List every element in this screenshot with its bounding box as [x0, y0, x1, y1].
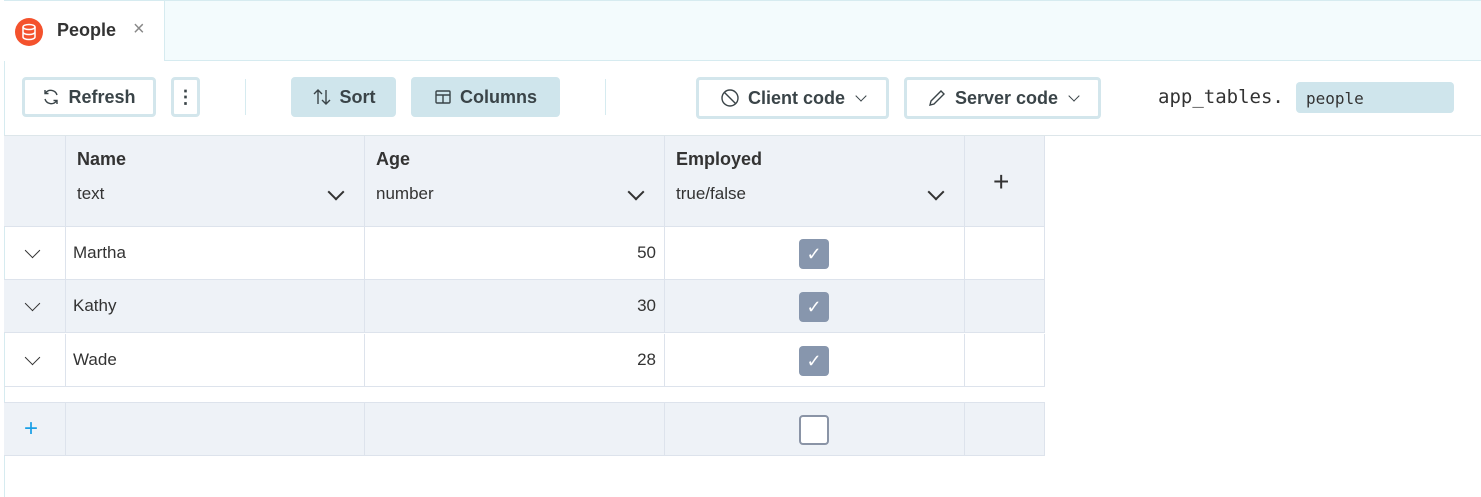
new-name-cell[interactable] — [66, 403, 365, 456]
plus-icon: + — [24, 415, 39, 442]
column-header-age[interactable]: Age number — [365, 136, 665, 227]
table-row: Kathy 30 ✓ — [4, 280, 1045, 334]
checkbox[interactable] — [799, 415, 829, 445]
column-name: Name — [77, 149, 127, 169]
chevron-down-icon[interactable] — [24, 296, 41, 312]
database-icon — [15, 18, 43, 46]
name-cell[interactable]: Kathy — [66, 280, 365, 334]
disabled-icon — [721, 89, 739, 107]
chevron-down-icon[interactable] — [327, 183, 345, 201]
sort-button[interactable]: Sort — [291, 77, 396, 117]
chevron-down-icon[interactable] — [927, 183, 945, 201]
divider — [4, 135, 1481, 136]
refresh-label: Refresh — [68, 86, 136, 107]
column-name: Employed — [676, 149, 763, 169]
column-header-employed[interactable]: Employed true/false — [665, 136, 965, 227]
name-cell[interactable]: Wade — [66, 333, 365, 387]
name-value: Martha — [73, 243, 126, 262]
more-options-button[interactable]: ⋮ — [171, 77, 200, 117]
chevron-down-icon[interactable] — [627, 183, 645, 201]
employed-cell: ✓ — [665, 333, 965, 387]
columns-label: Columns — [459, 86, 537, 107]
age-value: 28 — [637, 349, 656, 369]
column-type: number — [376, 184, 434, 203]
column-type: true/false — [676, 184, 746, 203]
chevron-down-icon[interactable] — [24, 242, 41, 259]
table-header: Name text Age number Employed true/false + — [4, 136, 1045, 227]
server-code-label: Server code — [954, 87, 1059, 108]
new-employed-cell — [665, 403, 965, 456]
more-icon: ⋮ — [176, 86, 195, 107]
row-spacer — [965, 280, 1045, 334]
row-expand[interactable] — [4, 227, 66, 280]
checkbox[interactable]: ✓ — [799, 292, 829, 323]
column-name: Age — [376, 149, 411, 169]
chevron-down-icon — [855, 90, 867, 102]
age-cell[interactable]: 50 — [365, 227, 665, 280]
row-spacer — [965, 403, 1045, 456]
table-row: Wade 28 ✓ — [4, 333, 1045, 387]
employed-cell: ✓ — [665, 280, 965, 334]
plus-icon: + — [993, 166, 1010, 197]
checkbox[interactable]: ✓ — [799, 239, 829, 269]
chevron-down-icon[interactable] — [24, 349, 41, 365]
sort-label: Sort — [339, 86, 376, 107]
name-value: Kathy — [73, 296, 117, 316]
new-age-cell[interactable] — [365, 403, 665, 456]
close-icon[interactable]: × — [133, 18, 145, 40]
columns-icon — [435, 90, 451, 104]
row-spacer — [965, 227, 1045, 280]
server-code-button[interactable]: Server code — [904, 77, 1101, 119]
table-row: Martha 50 ✓ — [4, 227, 1045, 280]
row-expand[interactable] — [4, 333, 66, 387]
table-name-input[interactable]: people — [1296, 82, 1454, 113]
name-cell[interactable]: Martha — [66, 227, 365, 280]
add-row-button[interactable]: + — [4, 403, 66, 456]
client-code-button[interactable]: Client code — [696, 77, 889, 119]
columns-button[interactable]: Columns — [411, 77, 560, 117]
age-value: 50 — [637, 243, 656, 262]
checkbox[interactable]: ✓ — [799, 345, 829, 376]
tab-title: People — [57, 20, 117, 40]
add-row: + — [4, 402, 1045, 456]
refresh-button[interactable]: Refresh — [22, 77, 156, 117]
client-code-label: Client code — [747, 87, 845, 108]
refresh-icon — [44, 89, 59, 105]
divider — [605, 79, 606, 115]
code-prefix: app_tables. — [1158, 86, 1284, 108]
age-cell[interactable]: 28 — [365, 333, 665, 387]
age-value: 30 — [637, 296, 656, 316]
sort-icon — [313, 89, 330, 105]
tab-bar — [4, 0, 1481, 61]
row-expand[interactable] — [4, 280, 66, 334]
row-spacer — [965, 333, 1045, 387]
name-value: Wade — [73, 349, 117, 369]
column-type: text — [77, 184, 105, 203]
employed-cell: ✓ — [665, 227, 965, 280]
chevron-down-icon — [1068, 90, 1080, 102]
header-spacer — [4, 136, 66, 227]
add-column-button[interactable]: + — [965, 136, 1045, 227]
age-cell[interactable]: 30 — [365, 280, 665, 334]
pencil-icon — [929, 90, 945, 106]
column-header-name[interactable]: Name text — [66, 136, 365, 227]
divider — [245, 79, 246, 115]
